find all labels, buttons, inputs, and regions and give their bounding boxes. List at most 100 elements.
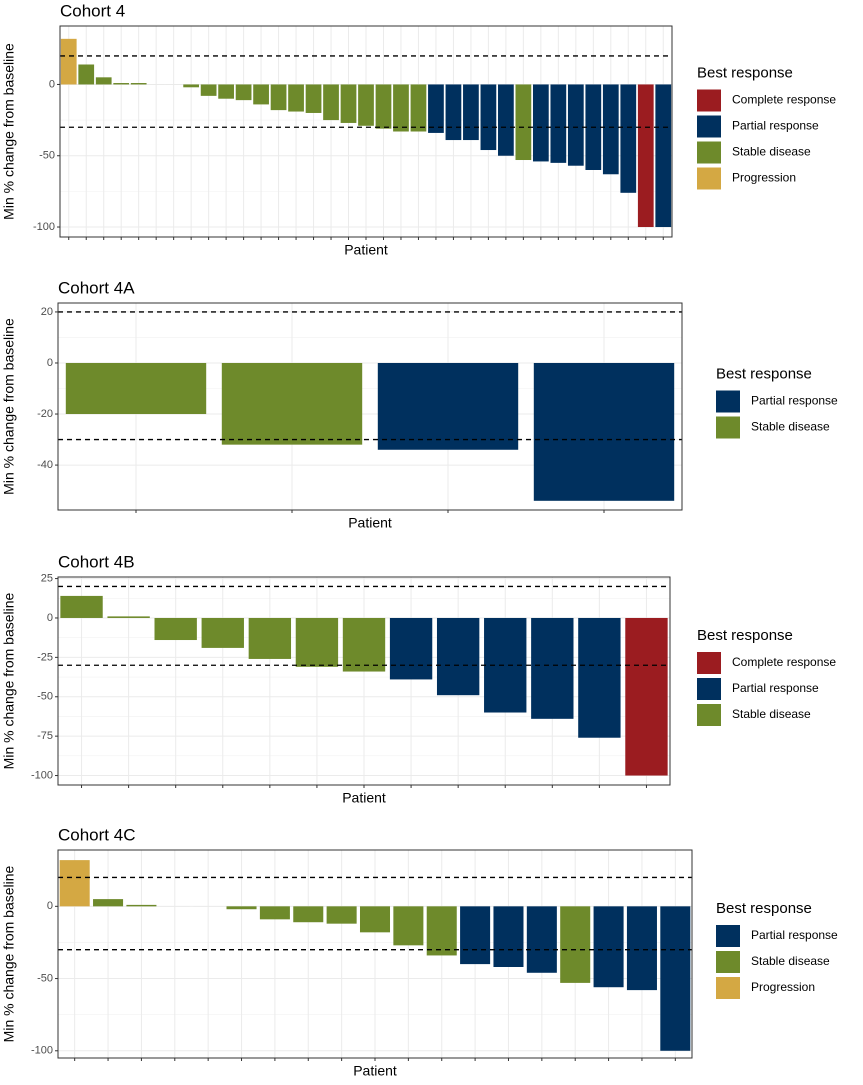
bar — [463, 84, 479, 141]
bar — [113, 83, 130, 85]
bar — [393, 84, 409, 132]
bar — [305, 84, 322, 113]
bar — [436, 617, 480, 696]
legend-label: Stable disease — [732, 145, 811, 159]
bar — [359, 906, 391, 933]
bar — [183, 84, 200, 88]
legend-title: Best response — [697, 627, 793, 644]
legend-label: Partial response — [751, 394, 838, 408]
panel-border — [57, 302, 683, 511]
y-tick-label: -50 — [37, 691, 53, 703]
legend-label: Complete response — [732, 93, 836, 107]
bar — [358, 84, 374, 126]
bar — [259, 906, 290, 920]
bar — [293, 906, 324, 923]
legend-swatch — [697, 652, 721, 674]
legend-swatch — [697, 704, 721, 726]
bar — [201, 617, 244, 648]
bar — [498, 84, 514, 156]
bar — [218, 84, 234, 99]
bar — [526, 906, 557, 973]
bar — [340, 84, 357, 123]
legend-swatch — [697, 115, 721, 138]
bar — [515, 84, 532, 161]
y-tick-label: -100 — [31, 1045, 53, 1057]
bar — [593, 906, 624, 988]
legend-label: Progression — [751, 980, 815, 994]
x-axis-label: Patient — [344, 242, 388, 258]
bar — [625, 617, 668, 776]
x-axis-label: Patient — [342, 790, 386, 806]
bar — [550, 84, 567, 163]
bar — [637, 84, 654, 228]
bar — [377, 362, 519, 450]
y-tick-label: 0 — [49, 78, 55, 90]
legend-swatch — [697, 678, 721, 700]
legend-swatch — [716, 925, 740, 947]
bar — [326, 906, 357, 924]
legend-title: Best response — [716, 900, 812, 917]
bar — [248, 617, 292, 659]
legend-label: Progression — [732, 171, 796, 185]
legend-swatch — [716, 390, 740, 413]
y-axis-label: Min % change from baseline — [1, 318, 17, 495]
bar — [410, 84, 427, 132]
y-tick-label: 0 — [47, 357, 53, 369]
y-tick-label: -100 — [31, 769, 53, 781]
bar — [626, 906, 657, 991]
bar — [532, 84, 549, 162]
bar — [620, 84, 637, 193]
bar — [660, 906, 691, 1051]
y-tick-label: -25 — [37, 651, 53, 663]
bar — [560, 906, 591, 983]
bar — [235, 84, 252, 101]
bar — [60, 595, 103, 618]
bar — [270, 84, 287, 111]
bar — [226, 906, 257, 910]
bar — [130, 83, 147, 85]
bar — [342, 617, 386, 672]
legend-swatch — [716, 416, 740, 439]
bar — [200, 84, 217, 96]
bar — [460, 906, 491, 965]
bar — [602, 84, 619, 175]
y-tick-label: -50 — [39, 150, 55, 162]
y-tick-label: 20 — [41, 306, 53, 318]
bar — [389, 617, 433, 680]
bar — [323, 84, 339, 121]
y-tick-label: -50 — [37, 972, 53, 984]
bar — [578, 617, 621, 738]
chart-title: Cohort 4A — [58, 278, 135, 297]
legend-swatch — [716, 977, 740, 999]
y-axis-label: Min % change from baseline — [1, 865, 17, 1042]
y-axis-label: Min % change from baseline — [1, 592, 17, 769]
chart-title: Cohort 4C — [58, 825, 135, 844]
bar — [126, 904, 157, 907]
bar — [288, 84, 304, 112]
bar — [480, 84, 497, 151]
legend-swatch — [716, 951, 740, 973]
legend-label: Stable disease — [751, 954, 830, 968]
y-tick-label: 25 — [41, 572, 53, 584]
bar — [154, 617, 197, 641]
bar — [221, 362, 363, 445]
bar — [65, 362, 207, 415]
bar — [59, 860, 90, 907]
bar — [78, 64, 95, 85]
chart-title: Cohort 4B — [58, 552, 135, 571]
bar — [655, 84, 672, 228]
legend-swatch — [697, 89, 721, 112]
bar — [428, 84, 444, 133]
legend-label: Complete response — [732, 655, 836, 669]
x-axis-label: Patient — [353, 1063, 397, 1079]
bar — [445, 84, 462, 141]
legend-label: Partial response — [732, 681, 819, 695]
y-tick-label: -100 — [33, 221, 55, 233]
bar — [393, 906, 424, 946]
legend-label: Stable disease — [732, 707, 811, 721]
bar — [531, 617, 574, 719]
bar — [567, 84, 584, 166]
bar — [533, 362, 675, 501]
bar — [426, 906, 457, 956]
